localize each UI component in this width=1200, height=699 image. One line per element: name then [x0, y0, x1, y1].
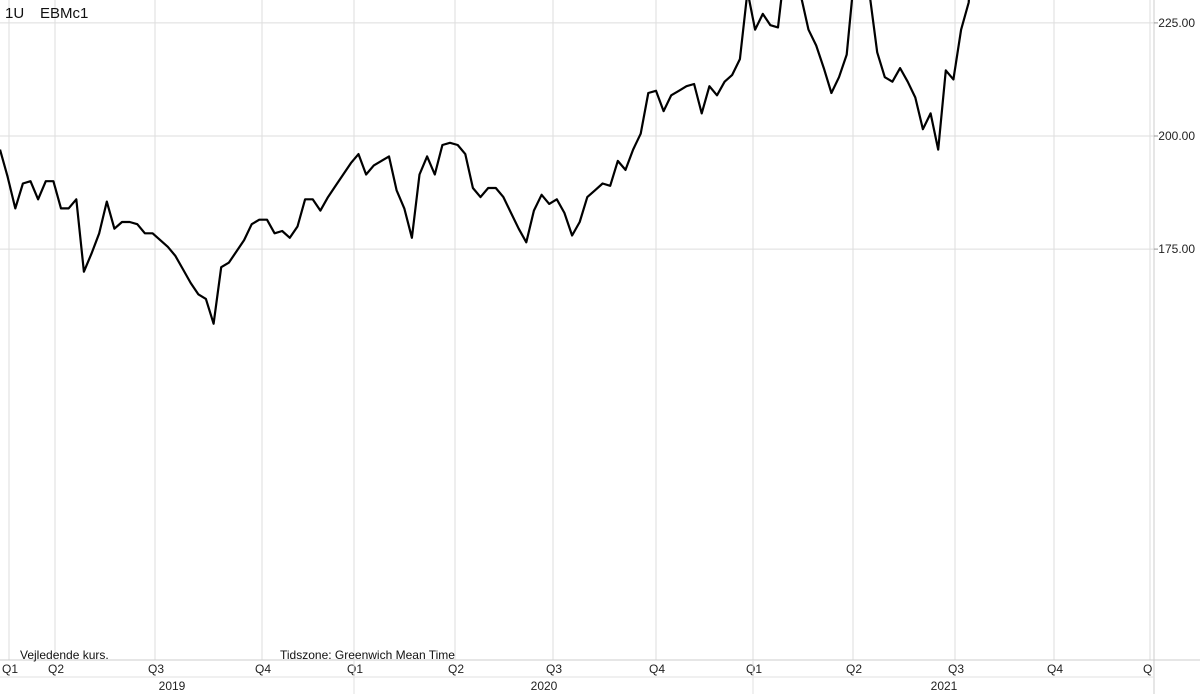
price-series-line: [0, 0, 970, 325]
x-tick-label-quarter: Q3: [948, 662, 964, 676]
x-tick-label-quarter: Q1: [2, 662, 18, 676]
x-tick-label-quarter: Q1: [347, 662, 363, 676]
x-tick-label-year: 2019: [159, 679, 186, 693]
y-tick-label: 225.00: [1158, 16, 1195, 30]
x-tick-label-quarter: Q2: [448, 662, 464, 676]
x-tick-label-quarter: Q1: [746, 662, 762, 676]
x-tick-label-year: 2020: [531, 679, 558, 693]
x-tick-label-year: 2021: [931, 679, 958, 693]
timezone-note: Tidszone: Greenwich Mean Time: [280, 648, 455, 662]
x-tick-label-quarter: Q2: [846, 662, 862, 676]
interval-label[interactable]: 1U: [5, 5, 25, 22]
x-tick-label-quarter: Q4: [649, 662, 665, 676]
x-tick-label-quarter: Q3: [546, 662, 562, 676]
x-tick-label-quarter: Q4: [1047, 662, 1063, 676]
x-tick-label-quarter: Q2: [48, 662, 64, 676]
grid-layer: [0, 0, 1154, 660]
x-tick-label-quarter: Q3: [148, 662, 164, 676]
y-tick-label: 175.00: [1158, 242, 1195, 256]
x-tick-label-quarter: Q: [1143, 662, 1152, 676]
y-tick-label: 200.00: [1158, 129, 1195, 143]
symbol-label[interactable]: EBMc1: [40, 5, 89, 22]
series-layer: [0, 0, 970, 325]
x-tick-label-quarter: Q4: [255, 662, 271, 676]
indicative-price-note: Vejledende kurs.: [20, 648, 109, 662]
